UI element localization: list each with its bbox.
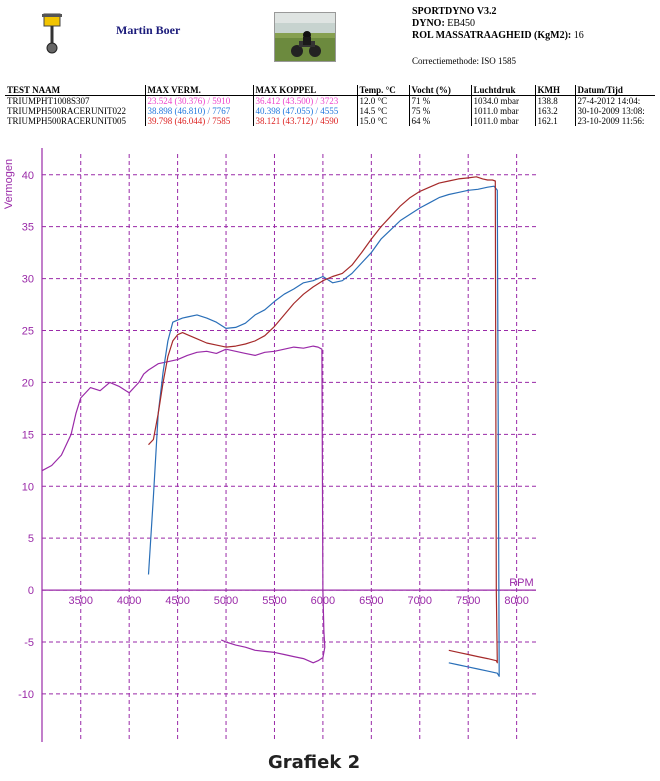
y-tick-label: -10 <box>18 689 34 701</box>
temp: 15.0 °C <box>356 116 409 126</box>
vocht: 75 % <box>408 106 471 116</box>
test-name: TRIUMPH500RACERUNIT005 <box>7 116 127 126</box>
series-line-1 <box>41 345 326 664</box>
x-tick-label: 7000 <box>408 595 432 607</box>
col-header: MAX VERM. <box>144 85 253 96</box>
results-table: TEST NAAM MAX VERM. MAX KOPPEL Temp. °C … <box>5 85 655 126</box>
datum: 27-4-2012 14:04: <box>574 95 655 106</box>
datum: 30-10-2009 13:08: <box>574 106 655 116</box>
vocht: 71 % <box>408 95 471 106</box>
x-axis-label: RPM <box>509 577 533 589</box>
x-tick-label: 5000 <box>214 595 238 607</box>
table-header-row: TEST NAAM MAX VERM. MAX KOPPEL Temp. °C … <box>5 85 655 96</box>
max-verm: 39.798 (46.044) / 7585 <box>144 116 253 126</box>
y-tick-label: 35 <box>22 222 34 234</box>
max-verm: 23.524 (30.376) / 5910 <box>144 95 253 106</box>
col-header: Vocht (%) <box>408 85 471 96</box>
test-name: TRIUMPH500RACERUNIT022 <box>7 106 127 116</box>
kmh: 163.2 <box>534 106 575 116</box>
software-version: SPORTDYNO V3.2 <box>412 6 497 17</box>
y-tick-label: 5 <box>28 533 34 545</box>
max-koppel: 38.121 (43.712) / 4590 <box>252 116 357 126</box>
temp: 14.5 °C <box>356 106 409 116</box>
series-line-2 <box>147 185 500 677</box>
dyno-info: SPORTDYNO V3.2 DYNO: EB450 ROL MASSATRAA… <box>412 6 584 42</box>
y-tick-label: 10 <box>22 481 34 493</box>
table-row: TRIUMPHT1008S307 23.524 (30.376) / 5910 … <box>5 95 655 106</box>
kmh: 138.8 <box>534 95 575 106</box>
col-header: Luchtdruk <box>470 85 535 96</box>
y-tick-label: 15 <box>22 429 34 441</box>
max-koppel: 40.398 (47.055) / 4555 <box>252 106 357 116</box>
table-row: TRIUMPH500RACERUNIT005 39.798 (46.044) /… <box>5 116 655 126</box>
power-chart: -15 -10 -5 0 5 10 15 20 25 30 35 40 3500 4000 4500 5000… <box>3 148 536 742</box>
x-tick-label: 5500 <box>262 595 286 607</box>
col-header: Datum/Tijd <box>574 85 655 96</box>
motorcycle-photo <box>274 12 336 62</box>
x-tick-label: 4000 <box>117 595 141 607</box>
col-header: MAX KOPPEL <box>252 85 357 96</box>
correction-method: Correctiemethode: ISO 1585 <box>412 56 516 66</box>
dyno-label: DYNO: <box>412 18 445 29</box>
kmh: 162.1 <box>534 116 575 126</box>
y-tick-label: 0 <box>28 585 34 597</box>
y-tick-label: 20 <box>22 377 34 389</box>
y-tick-label: -5 <box>24 637 34 649</box>
luchtdruk: 1034.0 mbar <box>470 95 535 106</box>
datum: 23-10-2009 11:56: <box>574 116 655 126</box>
rol-value: 16 <box>573 30 584 41</box>
y-tick-label: 25 <box>22 326 34 338</box>
x-tick-label: 4500 <box>165 595 189 607</box>
temp: 12.0 °C <box>356 95 409 106</box>
luchtdruk: 1011.0 mbar <box>470 106 535 116</box>
luchtdruk: 1011.0 mbar <box>470 116 535 126</box>
y-tick-label: 30 <box>22 274 34 286</box>
x-tick-label: 8000 <box>504 595 528 607</box>
col-header: Temp. °C <box>356 85 409 96</box>
table-row: TRIUMPH500RACERUNIT022 38.898 (46.810) /… <box>5 106 655 116</box>
vocht: 64 % <box>408 116 471 126</box>
series-line-3 <box>148 176 498 664</box>
x-tick-label: 3500 <box>69 595 93 607</box>
brand-name: Martin Boer <box>116 23 181 37</box>
max-koppel: 36.412 (43.500) / 3723 <box>252 95 357 106</box>
col-header: KMH <box>534 85 575 96</box>
rol-label: ROL MASSATRAAGHEID (KgM2): <box>412 30 572 41</box>
y-tick-label: 40 <box>22 170 34 182</box>
y-tick-label: -15 <box>18 741 34 742</box>
dyno-value: EB450 <box>447 18 476 29</box>
chart-title: Grafiek 2 <box>268 752 361 773</box>
piston-logo <box>40 12 64 58</box>
x-tick-label: 6500 <box>359 595 383 607</box>
max-verm: 38.898 (46.810) / 7767 <box>144 106 253 116</box>
test-name: TRIUMPHT1008S307 <box>7 96 90 106</box>
y-axis-label: Vermogen <box>3 159 15 209</box>
x-tick-label: 7500 <box>456 595 480 607</box>
col-header: TEST NAAM <box>5 85 145 96</box>
